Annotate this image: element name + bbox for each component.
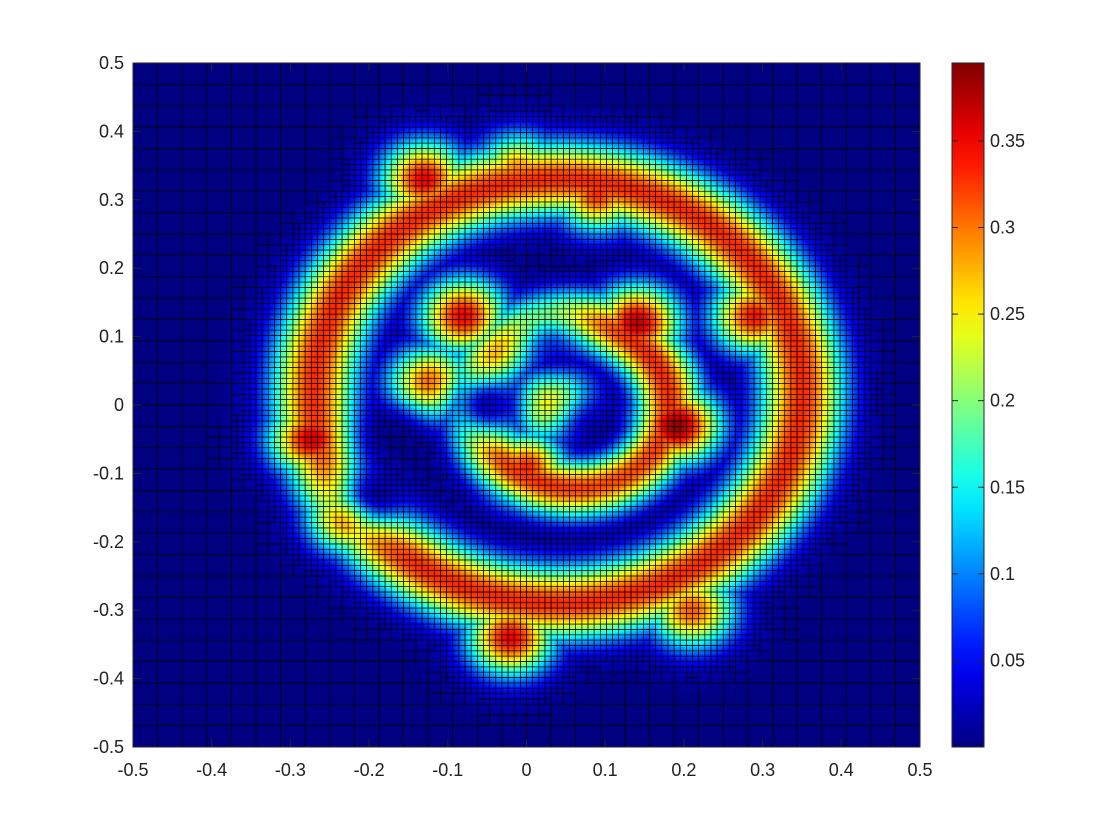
mesh-overlay xyxy=(133,63,920,747)
plot-area xyxy=(132,62,921,748)
